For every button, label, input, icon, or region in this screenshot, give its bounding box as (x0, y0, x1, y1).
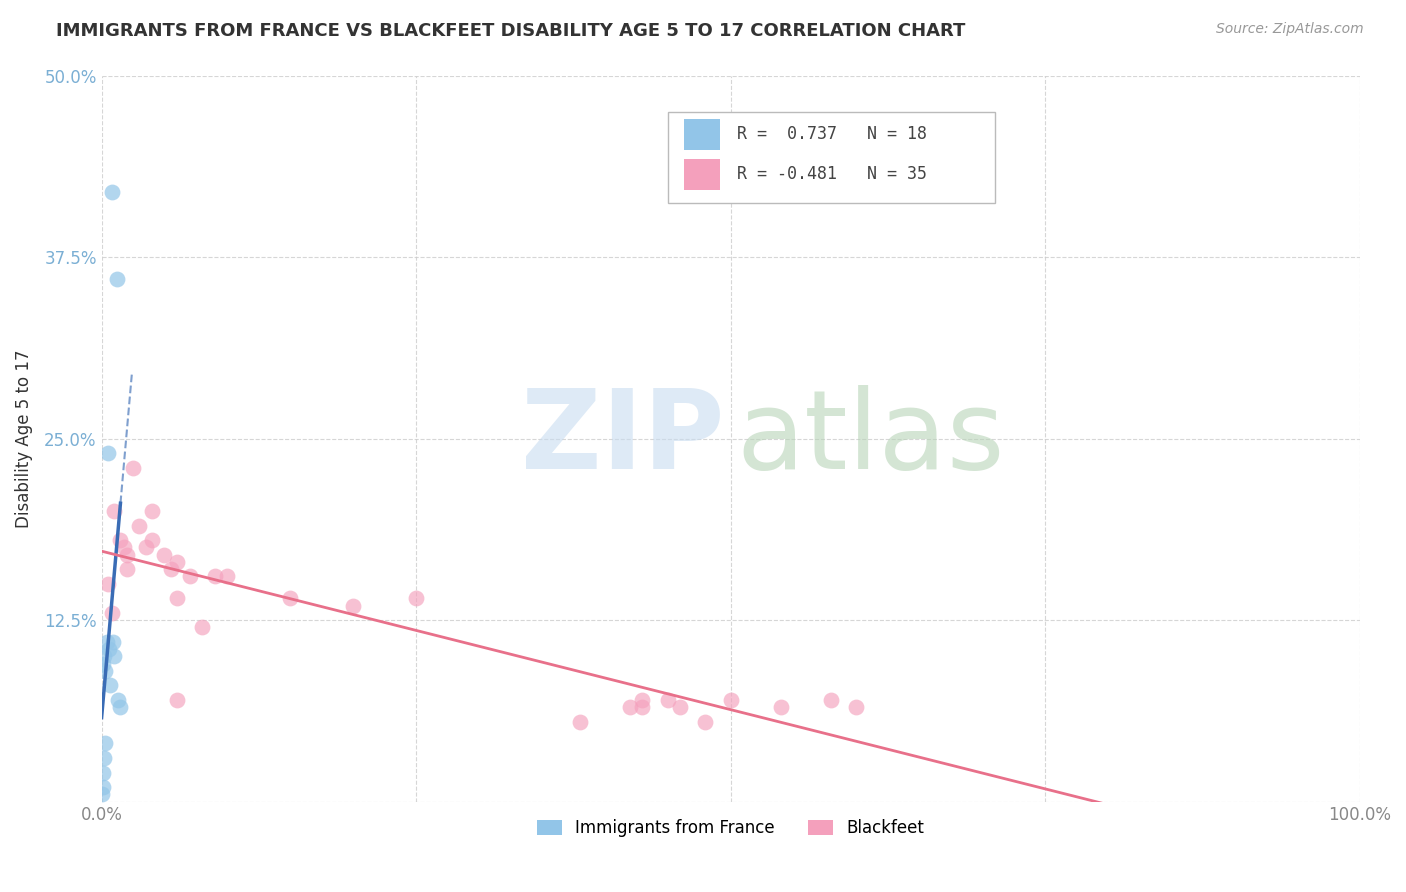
Point (845, 700, 868, 714)
Point (191, 620, 214, 634)
Point (110, 700, 132, 714)
Point (101, 635, 124, 649)
Point (115, 548, 138, 562)
Point (405, 591, 427, 606)
Point (94, 664, 117, 678)
Point (91, 765, 114, 780)
Point (98, 642, 121, 657)
Point (669, 700, 692, 714)
Point (217, 569, 239, 583)
Point (619, 700, 641, 714)
Point (103, 649, 125, 664)
FancyBboxPatch shape (683, 159, 720, 189)
Point (159, 562, 181, 576)
Point (153, 548, 176, 562)
Point (166, 693, 188, 707)
Point (93, 649, 115, 664)
Point (820, 693, 842, 707)
Point (100, 185, 122, 199)
Point (631, 693, 654, 707)
Point (91, 657, 114, 671)
Text: R =  0.737   N = 18: R = 0.737 N = 18 (737, 125, 927, 143)
FancyBboxPatch shape (683, 120, 720, 150)
Text: IMMIGRANTS FROM FRANCE VS BLACKFEET DISABILITY AGE 5 TO 17 CORRELATION CHART: IMMIGRANTS FROM FRANCE VS BLACKFEET DISA… (56, 22, 966, 40)
Point (96, 635, 118, 649)
Point (97, 446, 120, 460)
Point (103, 504, 125, 518)
Point (631, 700, 654, 714)
Point (128, 518, 150, 533)
Point (278, 591, 301, 606)
Point (657, 693, 679, 707)
Point (141, 504, 163, 518)
Point (110, 533, 132, 548)
Point (100, 606, 122, 620)
Point (107, 693, 129, 707)
Point (179, 569, 201, 583)
Point (97, 576, 120, 591)
Point (769, 700, 792, 714)
Point (720, 693, 742, 707)
Point (135, 541, 157, 555)
Legend: Immigrants from France, Blackfeet: Immigrants from France, Blackfeet (530, 813, 931, 844)
Point (166, 591, 188, 606)
Point (112, 541, 135, 555)
Point (166, 555, 188, 569)
Text: ZIP: ZIP (520, 385, 724, 492)
Point (93, 751, 115, 765)
Text: atlas: atlas (737, 385, 1005, 492)
Point (568, 714, 591, 729)
Point (141, 533, 163, 548)
FancyBboxPatch shape (668, 112, 994, 202)
Point (115, 562, 138, 576)
Point (105, 272, 128, 286)
Text: R = -0.481   N = 35: R = -0.481 N = 35 (737, 164, 927, 183)
Point (122, 460, 145, 475)
Point (100, 678, 122, 692)
Y-axis label: Disability Age 5 to 17: Disability Age 5 to 17 (15, 350, 32, 528)
Point (94, 737, 117, 751)
Point (91, 780, 114, 794)
Point (695, 714, 717, 729)
Point (204, 569, 226, 583)
Point (342, 599, 364, 613)
Point (91, 787, 114, 801)
Text: Source: ZipAtlas.com: Source: ZipAtlas.com (1216, 22, 1364, 37)
